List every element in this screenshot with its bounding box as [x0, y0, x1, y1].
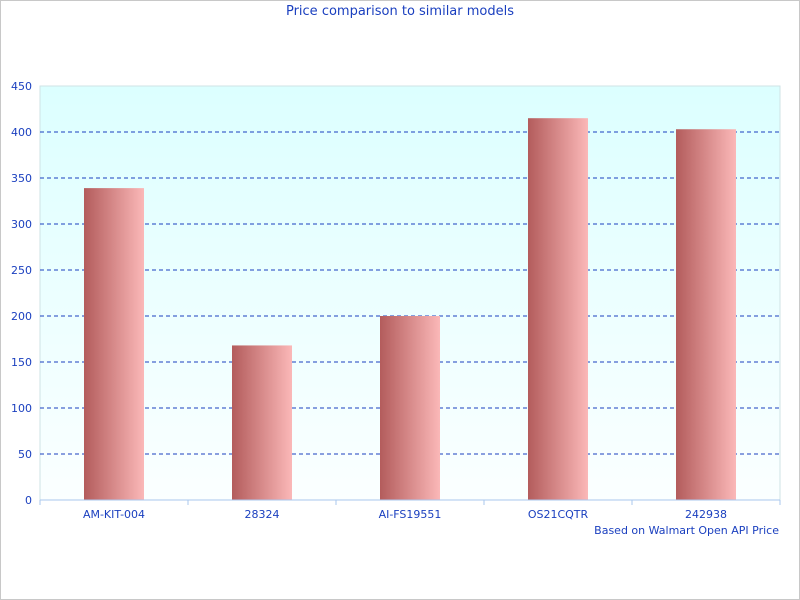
y-tick-label: 450 [11, 80, 32, 93]
chart-footnote: Based on Walmart Open API Price [594, 524, 779, 537]
x-tick-label: AM-KIT-004 [83, 508, 145, 521]
y-tick-label: 400 [11, 126, 32, 139]
x-tick-label: 28324 [245, 508, 280, 521]
bar-242938 [676, 129, 736, 501]
x-tick-label: AI-FS19551 [379, 508, 442, 521]
y-tick-label: 100 [11, 402, 32, 415]
bar-OS21CQTR [528, 118, 588, 500]
y-tick-label: 50 [18, 448, 32, 461]
x-tick-label: OS21CQTR [528, 508, 589, 521]
bar-28324 [232, 345, 292, 500]
chart-title: Price comparison to similar models [285, 4, 515, 19]
y-tick-label: 200 [11, 310, 32, 323]
y-tick-label: 0 [25, 494, 32, 507]
bar-AM-KIT-004 [84, 188, 144, 500]
y-tick-label: 250 [11, 264, 32, 277]
y-tick-label: 350 [11, 172, 32, 185]
y-tick-label: 150 [11, 356, 32, 369]
y-tick-label: 300 [11, 218, 32, 231]
bar-AI-FS19551 [380, 316, 440, 500]
x-tick-label: 242938 [685, 508, 727, 521]
